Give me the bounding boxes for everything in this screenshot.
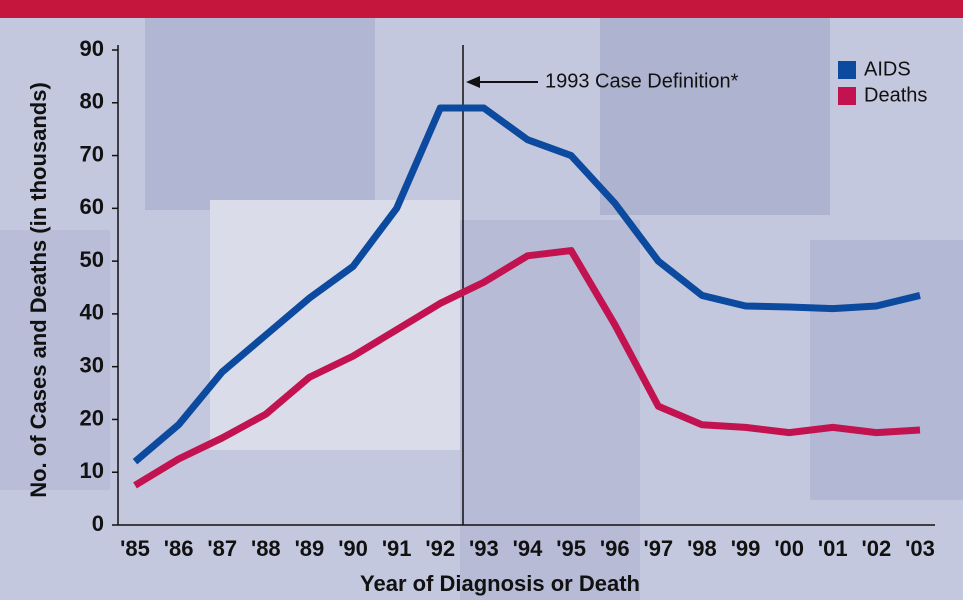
y-tick-label: 20 xyxy=(80,405,104,430)
x-tick-label: '95 xyxy=(556,536,586,561)
annotation: 1993 Case Definition* xyxy=(545,70,739,92)
x-tick-label: '94 xyxy=(513,536,543,561)
x-tick-label: '00 xyxy=(774,536,804,561)
legend-label: Deaths xyxy=(864,84,927,106)
photo xyxy=(600,0,830,215)
y-axis-title: No. of Cases and Deaths (in thousands) xyxy=(26,82,51,498)
x-tick-label: '86 xyxy=(164,536,194,561)
x-axis-title: Year of Diagnosis or Death xyxy=(360,571,640,596)
photo xyxy=(810,240,963,500)
x-tick-label: '93 xyxy=(469,536,499,561)
x-tick-label: '85 xyxy=(120,536,150,561)
x-tick-label: '03 xyxy=(905,536,935,561)
y-tick-label: 40 xyxy=(80,300,104,325)
y-tick-label: 0 xyxy=(92,511,104,536)
y-tick-label: 90 xyxy=(80,36,104,61)
x-tick-label: '89 xyxy=(295,536,325,561)
x-tick-label: '98 xyxy=(687,536,717,561)
x-tick-label: '01 xyxy=(818,536,848,561)
y-tick-label: 60 xyxy=(80,194,104,219)
x-tick-label: '92 xyxy=(425,536,455,561)
legend-label: AIDS xyxy=(864,58,911,80)
x-tick-label: '91 xyxy=(382,536,412,561)
legend-swatch xyxy=(838,61,856,79)
x-tick-label: '90 xyxy=(338,536,368,561)
legend-swatch xyxy=(838,87,856,105)
chart: Year of Diagnosis or Death No. of Cases … xyxy=(0,0,963,600)
x-tick-label: '97 xyxy=(643,536,673,561)
photo xyxy=(145,0,375,210)
x-tick-label: '96 xyxy=(600,536,630,561)
x-tick-label: '02 xyxy=(862,536,892,561)
x-tick-label: '88 xyxy=(251,536,281,561)
photo xyxy=(210,200,460,450)
y-tick-label: 10 xyxy=(80,458,104,483)
x-tick-label: '99 xyxy=(731,536,761,561)
y-tick-label: 50 xyxy=(80,247,104,272)
top-band xyxy=(0,0,963,18)
y-tick-label: 30 xyxy=(80,352,104,377)
y-tick-label: 80 xyxy=(80,89,104,114)
y-tick-label: 70 xyxy=(80,141,104,166)
x-tick-label: '87 xyxy=(207,536,237,561)
